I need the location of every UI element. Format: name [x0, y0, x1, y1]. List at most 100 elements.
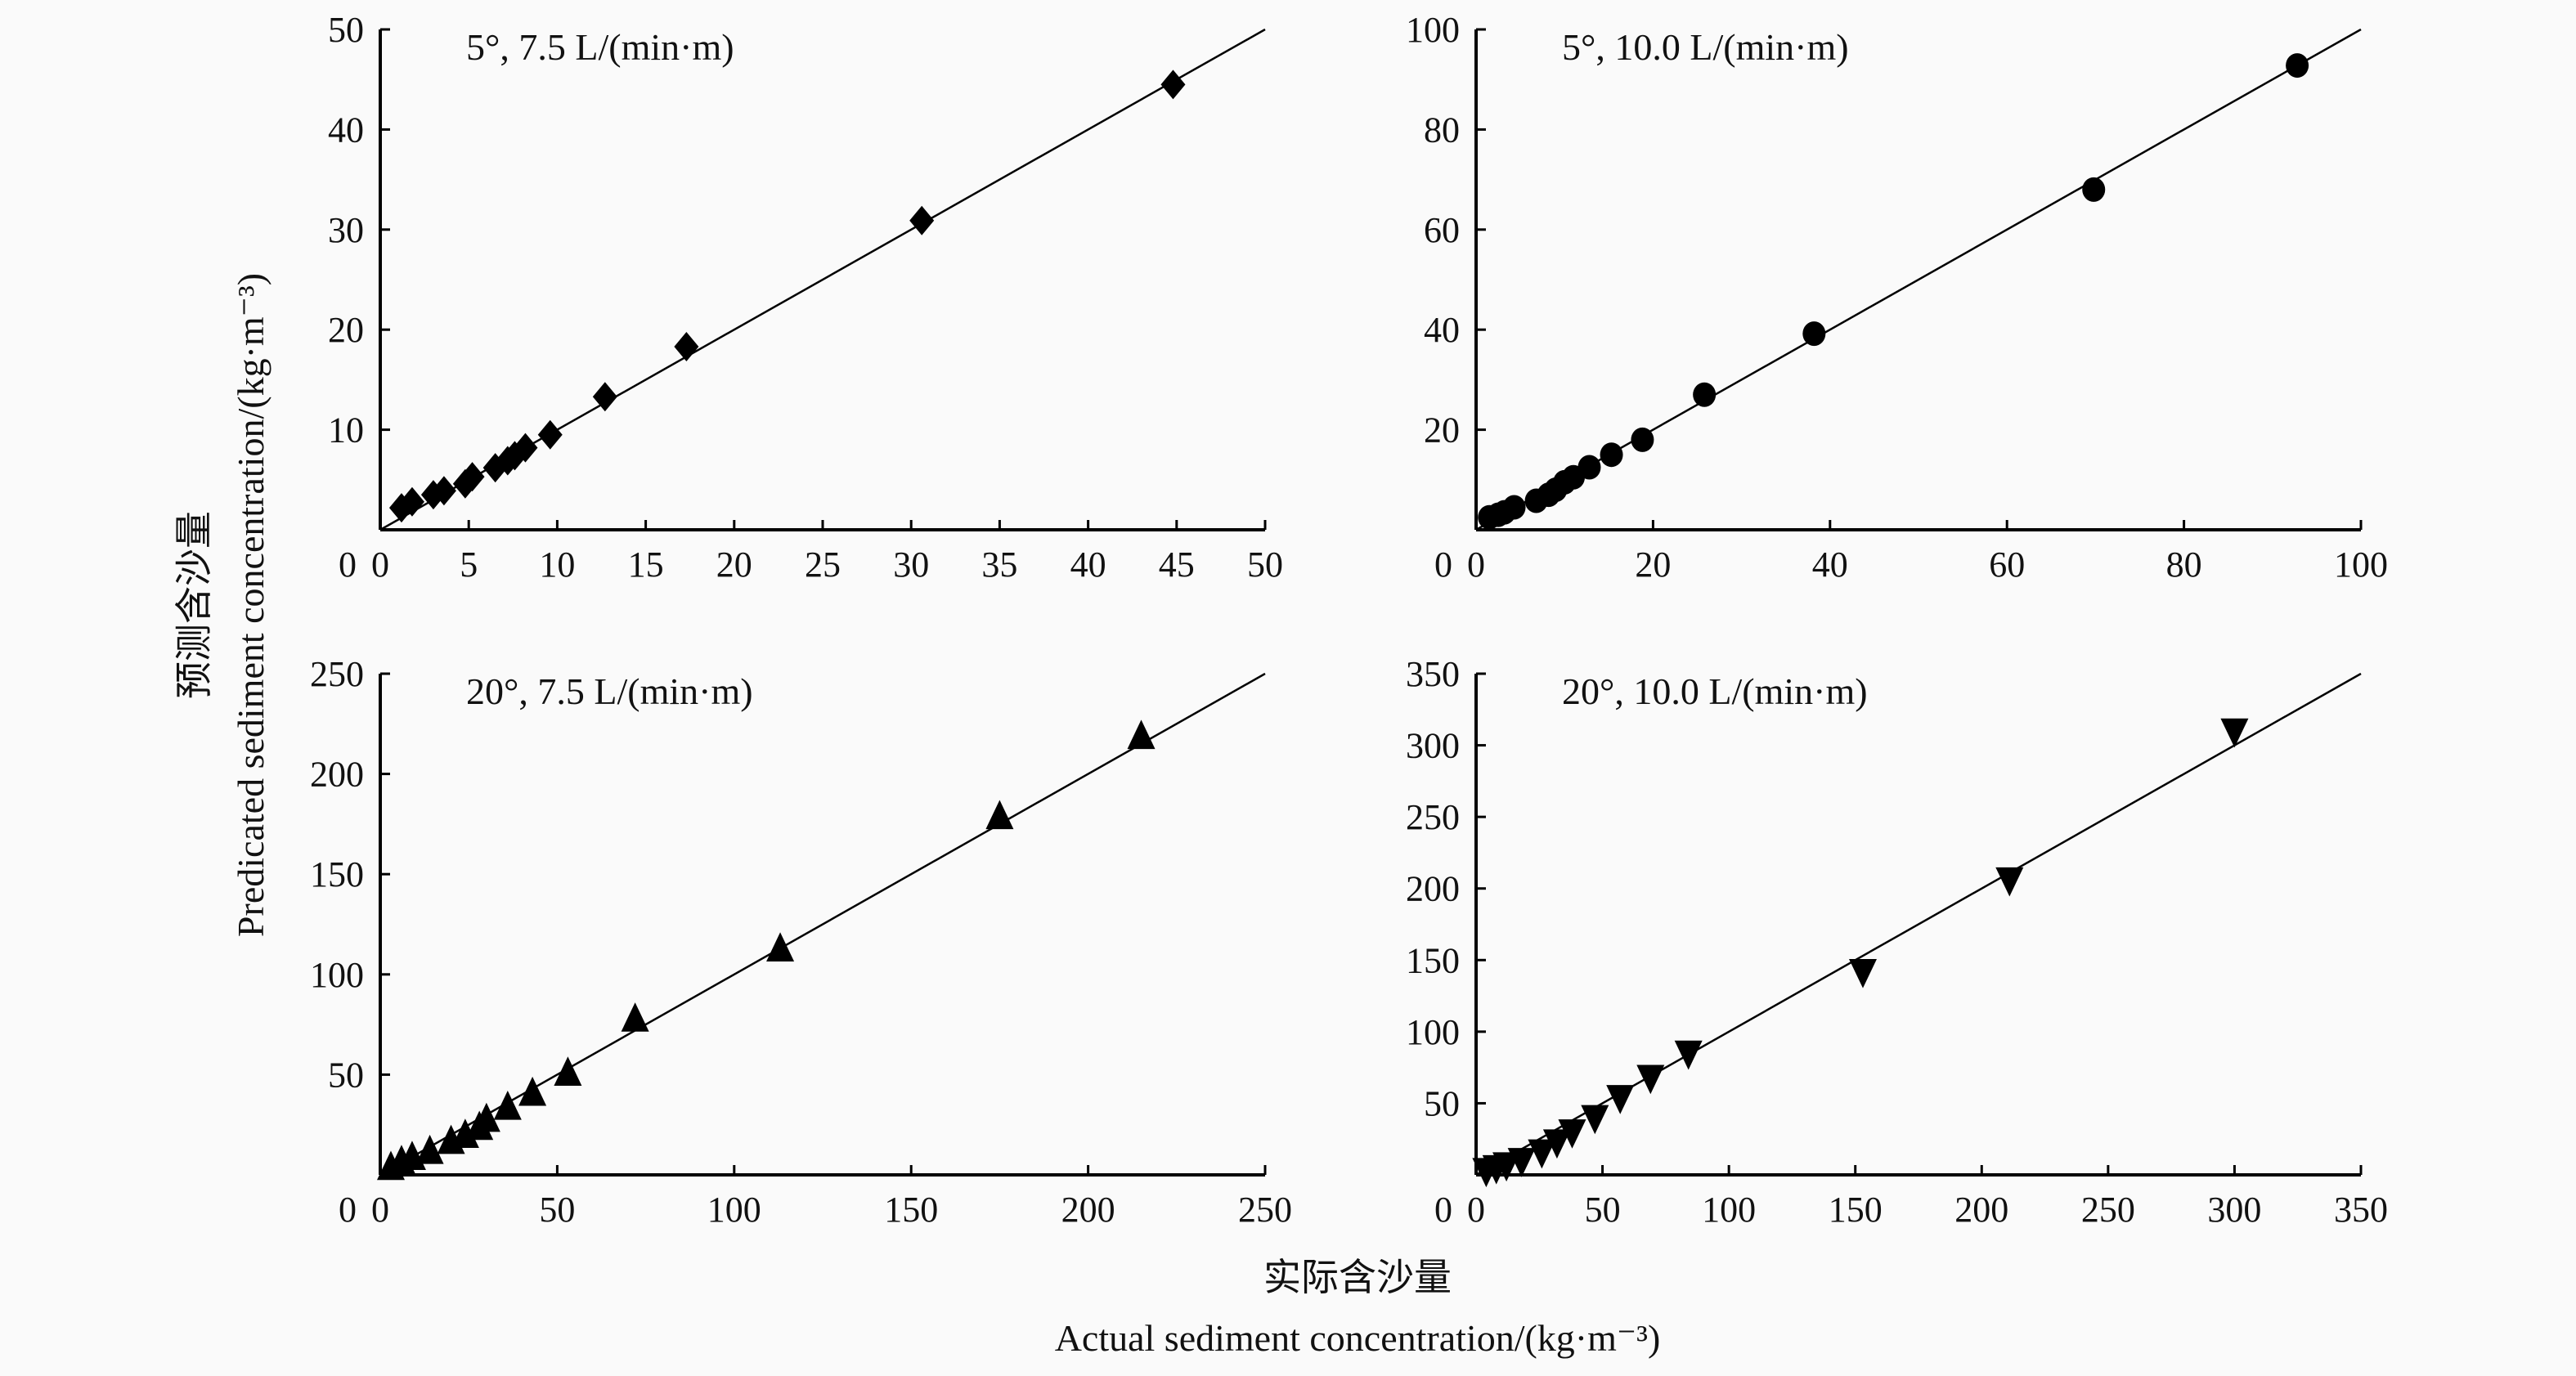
y-axis-label-en: Predicated sediment concentration/(kg·m⁻… — [230, 273, 272, 937]
panel-title: 20°, 7.5 L/(min·m) — [466, 670, 753, 712]
x-tick-label: 100 — [1702, 1190, 1756, 1230]
data-point-diamond — [674, 332, 699, 362]
y-tick-label: 60 — [1424, 210, 1460, 250]
data-point-circle — [1600, 442, 1623, 468]
data-point-diamond — [537, 419, 563, 450]
data-point-triangle-up — [472, 1102, 500, 1132]
x-tick-label: 0 — [371, 1190, 389, 1230]
data-point-diamond — [399, 486, 424, 517]
y-tick-label: 40 — [1424, 310, 1460, 350]
data-point-triangle-down — [1528, 1139, 1556, 1169]
y-tick-label: 250 — [1406, 797, 1460, 837]
x-tick-label: 0 — [1467, 1190, 1485, 1230]
x-tick-label: 150 — [884, 1190, 938, 1230]
y-tick-label: 100 — [1406, 10, 1460, 50]
data-point-triangle-up — [554, 1056, 582, 1086]
data-point-triangle-up — [415, 1134, 444, 1164]
panel-3: 0 50 100 150 200 250 50 100 150 200 250 0 20°, 7.5 L… — [310, 654, 1292, 1230]
data-point-triangle-up — [621, 1002, 649, 1032]
data-point-triangle-down — [1848, 958, 1877, 988]
x-tick-label: 50 — [1247, 545, 1283, 585]
y-tick-label: 20 — [1424, 410, 1460, 450]
x-tick-label: 200 — [1954, 1190, 2008, 1230]
x-tick-label: 30 — [893, 545, 929, 585]
panel-title: 5°, 10.0 L/(min·m) — [1562, 26, 1849, 68]
panel-2: 0 20 40 60 80 100 20 40 60 80 100 0 5°, 10.0 L/(min·… — [1406, 10, 2388, 585]
data-point-diamond — [909, 205, 935, 235]
x-tick-label: 100 — [707, 1190, 761, 1230]
x-tick-label: 40 — [1812, 545, 1848, 585]
data-point-diamond — [1160, 69, 1186, 100]
data-point-diamond — [460, 462, 485, 492]
x-tick-label: 100 — [2334, 545, 2388, 585]
x-tick-label: 300 — [2207, 1190, 2261, 1230]
data-point-diamond — [513, 433, 538, 463]
y-tick-label: 50 — [1424, 1083, 1460, 1123]
y-tick-label: 100 — [310, 955, 364, 995]
x-tick-label: 150 — [1829, 1190, 1883, 1230]
data-point-triangle-up — [493, 1090, 522, 1120]
y-tick-label: 150 — [310, 854, 364, 894]
x-tick-label: 45 — [1159, 545, 1195, 585]
data-point-circle — [2286, 53, 2309, 78]
x-tick-label: 50 — [1585, 1190, 1621, 1230]
data-point-triangle-down — [1581, 1105, 1609, 1135]
data-point-triangle-up — [451, 1118, 479, 1149]
data-point-triangle-down — [2220, 718, 2249, 748]
data-point-triangle-down — [1542, 1129, 1571, 1159]
y-axis-label-cn: 预测含沙量 — [173, 511, 215, 699]
x-tick-label: 60 — [1989, 545, 2025, 585]
x-tick-label: 200 — [1061, 1190, 1115, 1230]
panel-title: 5°, 7.5 L/(min·m) — [466, 26, 734, 68]
data-point-circle — [1502, 495, 1526, 520]
y-tick-label: 350 — [1406, 654, 1460, 694]
y-tick-label: 100 — [1406, 1012, 1460, 1052]
data-point-triangle-down — [1558, 1119, 1586, 1149]
x-tick-label: 15 — [628, 545, 664, 585]
data-point-triangle-up — [985, 800, 1014, 830]
y-tick-label: 200 — [310, 755, 364, 795]
data-point-diamond — [431, 476, 456, 506]
y-tick-label: 150 — [1406, 940, 1460, 980]
panel-title: 20°, 10.0 L/(min·m) — [1562, 670, 1868, 712]
y-tick-label: 200 — [1406, 869, 1460, 909]
x-tick-label: 35 — [981, 545, 1017, 585]
x-tick-label: 250 — [2081, 1190, 2135, 1230]
x-tick-label: 250 — [1238, 1190, 1292, 1230]
x-tick-label: 0 — [371, 545, 389, 585]
origin-tick-label: 0 — [1434, 1190, 1452, 1230]
origin-tick-label: 0 — [339, 1190, 357, 1230]
y-tick-label: 20 — [328, 310, 364, 350]
data-point-diamond — [592, 382, 617, 412]
data-point-triangle-up — [518, 1076, 547, 1106]
data-point-circle — [1693, 382, 1717, 407]
x-axis-label-en: Actual sediment concentration/(kg·m⁻³) — [1055, 1317, 1661, 1359]
x-tick-label: 40 — [1070, 545, 1106, 585]
data-point-triangle-up — [766, 932, 795, 961]
x-tick-label: 0 — [1467, 545, 1485, 585]
x-tick-label: 50 — [539, 1190, 575, 1230]
data-point-circle — [2082, 177, 2106, 202]
panel-4: 0 50 100 150 200 250 300 350 50 100 150 200 250 300 35… — [1406, 654, 2388, 1230]
data-point-triangle-down — [1507, 1148, 1536, 1177]
y-tick-label: 10 — [328, 410, 364, 450]
x-tick-label: 80 — [2166, 545, 2202, 585]
y-tick-label: 300 — [1406, 726, 1460, 766]
panel-1: 0 5 10 15 20 25 30 35 40 45 50 10 20 30 40 50 0 5°, 7.5 L… — [328, 10, 1283, 585]
data-point-circle — [1631, 427, 1654, 452]
origin-tick-label: 0 — [1434, 545, 1452, 585]
data-point-triangle-down — [1674, 1040, 1703, 1070]
data-point-circle — [1577, 455, 1601, 480]
x-tick-label: 10 — [539, 545, 575, 585]
y-tick-label: 50 — [328, 10, 364, 50]
fit-line — [1475, 672, 2362, 1177]
x-tick-label: 350 — [2334, 1190, 2388, 1230]
y-tick-label: 80 — [1424, 110, 1460, 150]
x-axis-label-cn: 实际含沙量 — [1263, 1257, 1452, 1298]
data-point-triangle-up — [1127, 719, 1156, 750]
data-point-triangle-down — [1636, 1064, 1665, 1095]
x-tick-label: 25 — [805, 545, 841, 585]
origin-tick-label: 0 — [339, 545, 357, 585]
